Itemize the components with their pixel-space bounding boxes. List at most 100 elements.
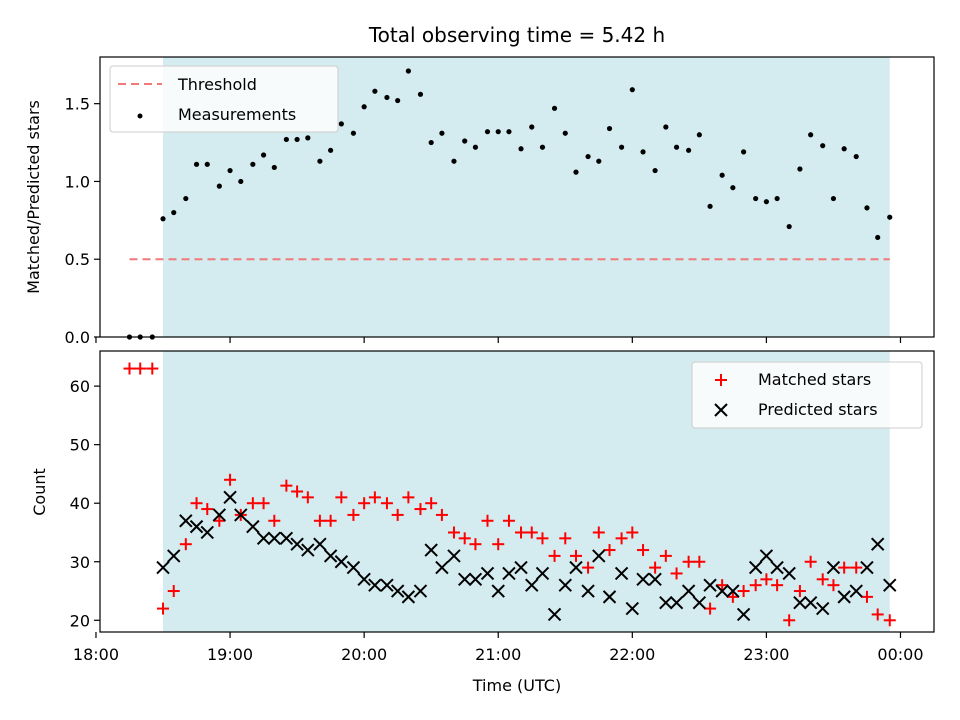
measurement-point — [506, 129, 512, 135]
x-tick-label: 18:00 — [73, 645, 119, 664]
predicted-stars-point — [703, 578, 717, 592]
measurement-point — [887, 214, 893, 220]
predicted-stars-point — [447, 549, 461, 563]
count-y-tick-label: 40 — [70, 494, 90, 513]
matched-stars-point — [201, 503, 214, 516]
predicted-stars-point — [502, 566, 516, 581]
count-legend-frame — [691, 361, 923, 429]
predicted-stars-point — [625, 601, 640, 616]
matched-stars-point — [693, 555, 706, 568]
matched-stars-point — [502, 514, 515, 527]
predicted-stars-point — [167, 549, 181, 563]
measurement-point — [808, 132, 814, 138]
measurement-point — [350, 130, 357, 136]
measurement-point — [428, 139, 434, 146]
measurement-point — [227, 167, 233, 174]
matched-stars-point — [569, 549, 582, 562]
predicted-stars-point — [759, 549, 774, 563]
measurement-point — [183, 195, 189, 202]
measurement-point — [529, 124, 535, 130]
measurement-point — [204, 161, 210, 167]
predicted-stars-point — [323, 549, 338, 563]
predicted-stars-point — [368, 578, 382, 592]
predicted-stars-point — [435, 560, 449, 575]
predicted-stars-point — [334, 555, 349, 569]
ratio-y-tick-label: 0.0 — [65, 328, 90, 347]
ratio-axes-frame — [99, 56, 935, 338]
measurement-point — [663, 124, 669, 130]
matched-stars-point — [368, 491, 381, 504]
measurement-point — [841, 146, 847, 152]
predicted-stars-point — [592, 549, 606, 563]
measurement-point — [673, 144, 680, 150]
predicted-stars-point — [458, 572, 472, 587]
legend-threshold-label: Threshold — [177, 75, 257, 94]
measurement-point — [585, 153, 591, 160]
measurement-point — [271, 164, 277, 171]
measurement-point — [361, 104, 367, 110]
matched-stars-point — [582, 561, 595, 574]
predicted-stars-point — [803, 596, 818, 610]
matched-stars-point — [301, 491, 314, 504]
measurement-point — [539, 144, 546, 150]
matched-stars-point — [704, 602, 717, 615]
measurement-point — [495, 129, 501, 135]
matched-stars-point — [213, 514, 226, 527]
predicted-stars-point — [581, 584, 595, 598]
ratio-y-axis-label: Matched/Predicted stars — [24, 100, 43, 294]
measurement-point — [730, 185, 736, 191]
measurement-point — [384, 94, 390, 101]
predicted-stars-point — [883, 578, 897, 592]
predicted-stars-point — [514, 560, 528, 575]
predicted-stars-point — [491, 584, 505, 598]
predicted-stars-point — [413, 584, 428, 598]
measurement-point — [551, 105, 558, 111]
measurement-point — [875, 234, 881, 241]
legend-predicted-label: Predicted stars — [758, 400, 878, 419]
matched-stars-point — [146, 362, 159, 375]
measurement-point — [250, 161, 256, 167]
matched-stars-point — [771, 579, 784, 592]
matched-stars-point — [726, 590, 739, 603]
measurement-point — [462, 138, 468, 144]
legend-predicted-swatch — [714, 403, 728, 417]
legend-matched-label: Matched stars — [758, 370, 871, 389]
x-tick-label: 22:00 — [609, 645, 655, 664]
measurement-point — [652, 167, 658, 174]
matched-stars-point — [525, 526, 538, 539]
matched-stars-point — [402, 491, 415, 504]
matched-stars-point — [659, 549, 672, 562]
matched-stars-point — [760, 573, 773, 586]
matched-stars-point — [157, 602, 170, 615]
matched-stars-point — [190, 497, 203, 510]
ratio-legend-frame — [109, 65, 339, 133]
matched-stars-point — [716, 579, 729, 592]
predicted-stars-point — [290, 537, 304, 551]
measurement-point — [472, 144, 479, 150]
measurement-point — [160, 216, 166, 222]
measurement-point — [193, 161, 200, 167]
matched-stars-point — [883, 614, 896, 627]
predicted-stars-point — [793, 596, 807, 610]
matched-stars-point — [167, 585, 180, 598]
predicted-stars-point — [424, 543, 438, 557]
matched-stars-point — [548, 549, 561, 562]
measurement-point — [640, 149, 646, 155]
matched-stars-point — [626, 526, 639, 539]
matched-stars-point — [816, 573, 829, 586]
matched-stars-point — [134, 362, 147, 375]
matched-stars-point — [603, 544, 616, 557]
measurement-point — [686, 147, 692, 153]
predicted-stars-point — [860, 560, 874, 575]
measurement-point — [629, 87, 635, 93]
measurement-point — [606, 125, 613, 132]
predicted-stars-point — [246, 519, 260, 534]
measurement-point — [786, 223, 792, 230]
measurement-point — [317, 158, 323, 164]
matched-stars-point — [749, 579, 762, 592]
predicted-stars-point — [669, 596, 684, 610]
predicted-stars-point — [535, 566, 550, 581]
predicted-stars-point — [770, 560, 784, 575]
count-y-tick-label: 30 — [70, 553, 90, 572]
